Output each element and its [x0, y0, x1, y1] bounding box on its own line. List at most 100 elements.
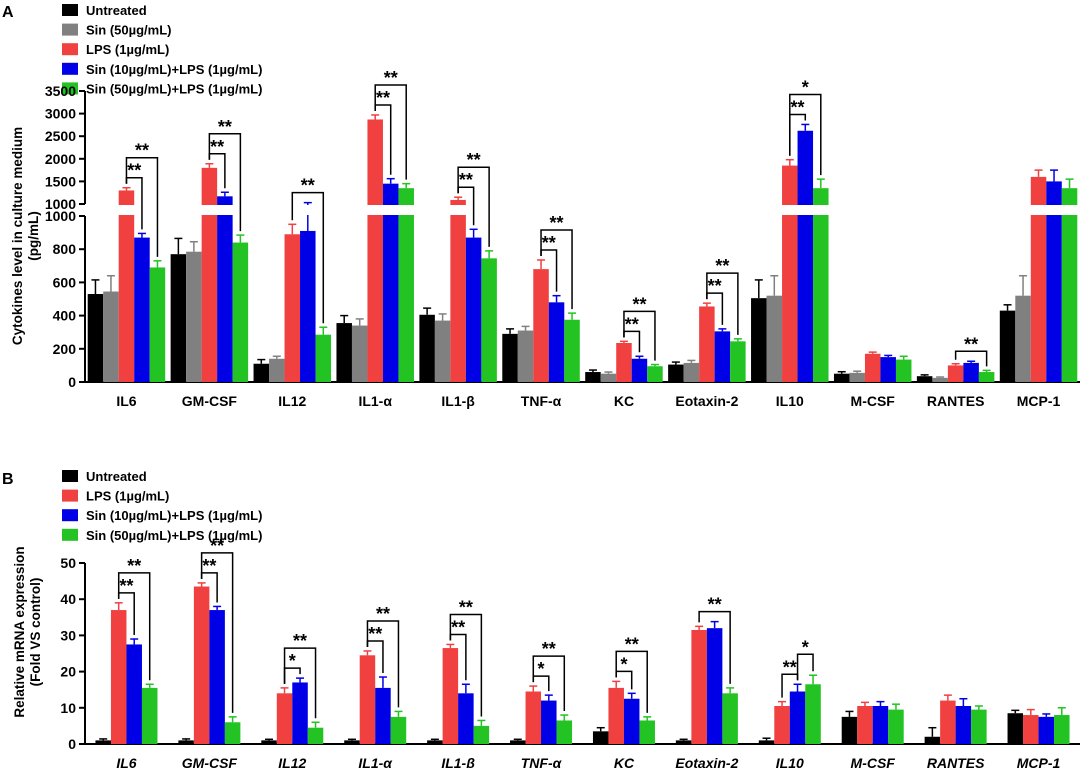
chart-b-ytick-label-1: 10 — [60, 700, 76, 716]
chart-b-bar-rantes-lps — [940, 700, 956, 744]
chart-b: Untreated LPS (1µg/mL) Sin (10µg/mL)+LPS (… — [12, 469, 1080, 768]
chart-a-bar-m-csf-sin50 — [849, 372, 865, 382]
chart-a-sig-il6-2-4-bracket — [125, 156, 159, 257]
chart-b-ylabel-line-1: (Fold VS control) — [28, 578, 43, 687]
chart-b-bar-eotaxin-2-sin10lps — [706, 628, 723, 744]
chart-b-bar-il12-lps — [276, 693, 293, 744]
chart-b-sig-kc-1-3-label: ** — [625, 634, 639, 654]
chart-a-legend-label-lps: LPS (1µg/mL) — [86, 42, 169, 57]
chart-a-ytick-label-lower-0: 0 — [68, 374, 76, 390]
chart-a-category-label-eotaxin-2: Eotaxin-2 — [675, 393, 738, 409]
chart-a-legend-label-untreated: Untreated — [86, 3, 147, 18]
chart-b-sig-il1-1-3-label: ** — [376, 604, 390, 624]
chart-a-category-label-gm-csf: GM-CSF — [182, 393, 238, 409]
chart-a-ytick-label-upper-1: 1500 — [45, 173, 76, 189]
chart-a-bar-rantes-sin50lps — [978, 372, 995, 382]
chart-b-ytick-label-5: 50 — [60, 555, 76, 571]
chart-a-sig-il1-2-3-label: ** — [376, 88, 390, 108]
chart-a-legend-swatch-lps — [62, 43, 78, 56]
chart-a-sig-kc-2-3-label: ** — [625, 314, 639, 334]
chart-b-sig-il10-2-3-bracket — [796, 653, 814, 681]
chart-a-category-label-il12: IL12 — [278, 393, 306, 409]
chart-a-legend-label-sin50lps: Sin (50µg/mL)+LPS (1µg/mL) — [86, 81, 262, 96]
chart-b-bar-eotaxin-2-untreated — [675, 740, 692, 744]
chart-b-bar-mcp-1-sin50lps — [1054, 715, 1070, 744]
chart-a-bar-il1-untreated — [336, 323, 352, 382]
chart-b-category-label-eotaxin-2: Eotaxin-2 — [675, 755, 738, 768]
chart-b-sig-il1-1-3-bracket — [449, 613, 483, 717]
chart-a-sig-gm-csf-2-4-label: ** — [218, 117, 232, 137]
chart-b-bar-gm-csf-sin50lps — [224, 722, 241, 744]
chart-a-bar-eotaxin-2-sin50lps — [730, 341, 746, 382]
chart-b-ylabel: Relative mRNA expression(Fold VS control… — [12, 546, 43, 717]
chart-b-category-label-il1: IL1-β — [441, 755, 475, 768]
chart-b-bar-il1-sin10lps — [375, 687, 391, 744]
chart-b-category-label-rantes: RANTES — [927, 755, 985, 768]
chart-a-bar-il12-lps — [284, 234, 301, 382]
chart-a-bar-kc-sin10lps — [631, 358, 648, 382]
chart-b-sig-tnf-1-3-bracket — [532, 655, 566, 712]
chart-a-category-label-il1: IL1-β — [441, 393, 475, 409]
chart-a-bar-il6-lps — [118, 190, 135, 382]
chart-b-sig-gm-csf-1-2-label: ** — [202, 556, 216, 576]
chart-a-sig-kc-2-4-label: ** — [632, 294, 646, 314]
chart-b-sig-eotaxin-2-1-3-label: ** — [708, 595, 722, 615]
chart-a-sig-il1-2-3-label: ** — [459, 170, 473, 190]
chart-a-bar-m-csf-untreated — [833, 373, 850, 382]
chart-a-bar-m-csf-sin10lps — [880, 357, 896, 382]
chart-b-sig-eotaxin-2-1-3-bracket — [698, 610, 731, 684]
chart-a-bar-il10-sin50lps — [813, 188, 829, 382]
chart-b-category-label-m-csf: M-CSF — [851, 755, 896, 768]
chart-a-ytick-label-upper-0: 1000 — [45, 196, 76, 212]
chart-b-bar-kc-untreated — [592, 731, 609, 744]
chart-a-ytick-label-lower-4: 800 — [53, 241, 77, 257]
chart-b-bar-gm-csf-untreated — [178, 740, 194, 744]
chart-b-bar-il1-untreated — [427, 740, 443, 744]
chart-b-bar-tnf-sin10lps — [541, 700, 557, 744]
chart-a-bar-mcp-1-sin50 — [1015, 295, 1031, 382]
chart-b-ylabel-line-0: Relative mRNA expression — [12, 546, 27, 717]
chart-b-bar-il1-sin50lps — [473, 725, 490, 744]
chart-a-ytick-label-lower-3: 600 — [53, 274, 77, 290]
chart-a-bar-gm-csf-lps — [201, 167, 218, 382]
chart-b-bar-il10-untreated — [758, 740, 775, 744]
chart-a-bar-il12-untreated — [253, 363, 270, 382]
chart-b-bar-il1-sin10lps — [458, 693, 474, 744]
chart-b-bar-mcp-1-lps — [1023, 715, 1039, 744]
chart-b-sig-il10-1-2-label: ** — [783, 657, 797, 677]
chart-a-ytick-label-lower-5: 1000 — [45, 208, 76, 224]
chart-b-sig-il1-1-3-label: ** — [459, 597, 473, 617]
chart-a-ytick-label-upper-3: 2500 — [45, 128, 76, 144]
panel-a-letter: A — [2, 4, 14, 21]
chart-b-legend-swatch-untreated — [62, 470, 78, 482]
chart-a-bar-il10-sin10lps — [797, 130, 814, 382]
chart-a-bar-il10-untreated — [751, 298, 767, 382]
chart-b-sig-il6-1-3-label: ** — [127, 556, 141, 576]
chart-a-bar-rantes-lps — [947, 365, 964, 382]
chart-a-ytick-label-upper-2: 2000 — [45, 151, 76, 167]
chart-b-bar-kc-sin50lps — [639, 720, 655, 744]
chart-b-bar-il10-sin50lps — [805, 684, 821, 744]
chart-b-bar-tnf-untreated — [510, 740, 526, 744]
chart-a-sig-eotaxin-2-2-4-bracket — [706, 272, 739, 335]
chart-a-category-label-tnf: TNF-α — [521, 393, 562, 409]
chart-b-sig-il6-1-3-bracket — [117, 572, 151, 681]
chart-a-ylabel: Cytokines level in culture medium(pg/mL) — [10, 127, 41, 345]
chart-a-sig-il12-2-4-bracket — [291, 191, 325, 324]
chart-b-sig-kc-1-3-bracket — [615, 650, 648, 713]
chart-b-sig-kc-1-2-label: * — [620, 654, 627, 674]
chart-a-sig-gm-csf-2-4-bracket — [208, 133, 242, 232]
chart-a-ylabel-line-0: Cytokines level in culture medium — [10, 127, 25, 345]
chart-a: Untreated Sin (50µg/mL) LPS (1µg/mL) Sin (1… — [10, 3, 1084, 409]
chart-a-bar-il10-sin50 — [766, 295, 783, 382]
chart-a-bar-il6-sin50 — [103, 291, 119, 382]
chart-b-bar-gm-csf-lps — [193, 586, 210, 744]
chart-a-bar-il6-sin50lps — [149, 267, 166, 382]
chart-b-bar-il10-lps — [774, 705, 790, 744]
chart-a-bar-il12-sin10lps — [300, 230, 316, 382]
chart-a-bar-il1-lps — [367, 119, 383, 382]
chart-b-bar-il12-untreated — [261, 740, 277, 744]
chart-a-sig-il1-2-4-label: ** — [384, 68, 398, 88]
chart-a-sig-tnf-2-3-label: ** — [542, 233, 556, 253]
